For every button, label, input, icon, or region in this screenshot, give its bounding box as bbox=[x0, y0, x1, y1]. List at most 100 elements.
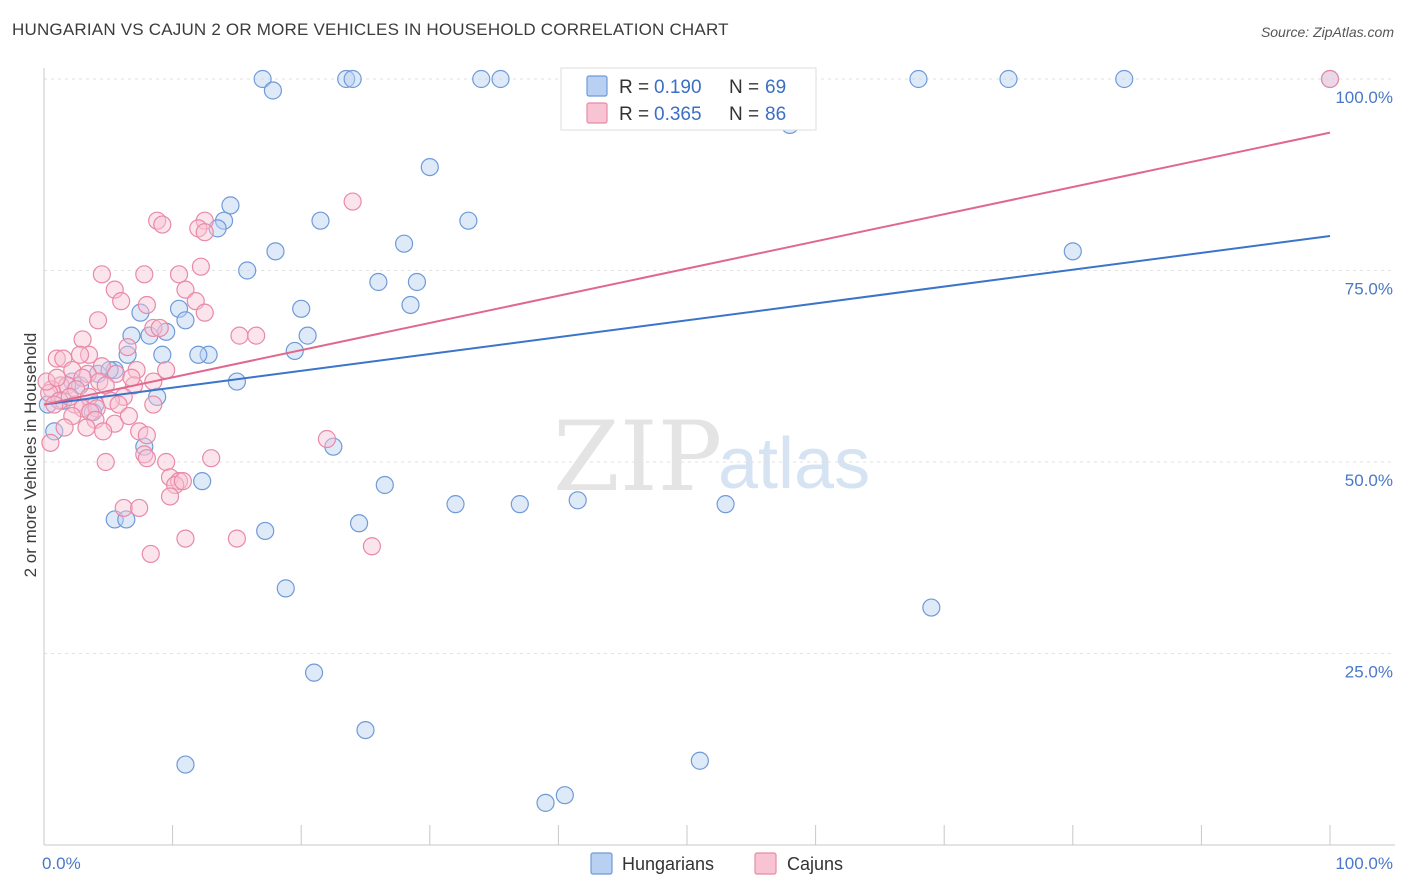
point-hungarians-58 bbox=[349, 514, 369, 533]
legend-swatch-cajuns bbox=[586, 102, 608, 124]
point-cajuns-21 bbox=[247, 326, 266, 345]
bottom-legend: Hungarians Cajuns bbox=[590, 852, 843, 875]
point-hungarians-67 bbox=[555, 786, 574, 805]
point-cajuns-25 bbox=[70, 345, 90, 364]
point-hungarians-57 bbox=[117, 510, 136, 529]
point-hungarians-62 bbox=[304, 663, 324, 682]
point-cajuns-67 bbox=[96, 452, 115, 472]
point-cajuns-28 bbox=[92, 357, 111, 376]
point-hungarians-12 bbox=[221, 196, 240, 215]
point-cajuns-53 bbox=[144, 395, 163, 414]
point-hungarians-61 bbox=[922, 598, 941, 617]
point-hungarians-51 bbox=[375, 475, 394, 495]
point-hungarians-8 bbox=[1115, 69, 1134, 89]
point-cajuns-22 bbox=[73, 330, 92, 349]
point-cajuns-81 bbox=[37, 372, 56, 391]
point-cajuns-15 bbox=[137, 295, 156, 315]
legend-r-label-hungarians: R = bbox=[619, 77, 649, 98]
point-hungarians-53 bbox=[510, 495, 529, 514]
point-cajuns-52 bbox=[109, 395, 128, 414]
trend-line-cajuns bbox=[43, 131, 1331, 406]
trend-line-hungarians bbox=[43, 235, 1331, 406]
point-hungarians-17 bbox=[394, 234, 414, 253]
point-cajuns-7 bbox=[191, 257, 210, 276]
point-hungarians-66 bbox=[536, 793, 555, 812]
point-hungarians-27 bbox=[176, 311, 195, 330]
point-cajuns-63 bbox=[317, 429, 337, 449]
axes bbox=[43, 68, 1395, 846]
y-axis-label: 2 or more Vehicles in Household bbox=[21, 333, 40, 578]
point-cajuns-83 bbox=[119, 406, 138, 426]
legend-n-value-cajuns: 86 bbox=[765, 104, 786, 125]
y-tick-label-2: 75.0% bbox=[1345, 280, 1393, 299]
point-hungarians-5 bbox=[491, 69, 510, 89]
point-cajuns-0 bbox=[1320, 69, 1340, 89]
x-tick-labels: 0.0% 100.0% bbox=[42, 854, 1393, 873]
point-cajuns-11 bbox=[105, 280, 124, 299]
chart-title: HUNGARIAN VS CAJUN 2 OR MORE VEHICLES IN… bbox=[12, 20, 729, 39]
point-cajuns-32 bbox=[106, 364, 126, 384]
legend-n-value-hungarians: 69 bbox=[765, 77, 786, 98]
point-cajuns-12 bbox=[176, 280, 195, 299]
point-hungarians-24 bbox=[292, 299, 311, 318]
point-cajuns-79 bbox=[362, 537, 382, 556]
point-hungarians-2 bbox=[337, 69, 356, 89]
point-hungarians-65 bbox=[690, 751, 709, 770]
point-hungarians-54 bbox=[568, 491, 587, 510]
point-hungarians-31 bbox=[298, 326, 317, 345]
point-hungarians-47 bbox=[45, 422, 64, 441]
point-hungarians-36 bbox=[189, 345, 208, 364]
legend-n-label-hungarians: N = bbox=[729, 77, 759, 98]
point-cajuns-60 bbox=[94, 422, 113, 441]
point-hungarians-64 bbox=[176, 755, 195, 774]
x-tick-label-1: 100.0% bbox=[1335, 854, 1393, 873]
point-hungarians-55 bbox=[716, 495, 735, 514]
point-cajuns-20 bbox=[230, 326, 249, 345]
point-cajuns-38 bbox=[58, 376, 77, 395]
watermark-zip: ZIP bbox=[553, 401, 722, 513]
point-cajuns-4 bbox=[153, 215, 172, 234]
point-cajuns-66 bbox=[137, 449, 156, 468]
y-tick-label-0: 25.0% bbox=[1345, 663, 1393, 682]
point-hungarians-6 bbox=[909, 69, 928, 89]
point-hungarians-25 bbox=[401, 295, 420, 315]
point-cajuns-16 bbox=[195, 303, 214, 322]
bottom-legend-swatch-hungarians bbox=[590, 852, 613, 875]
point-hungarians-60 bbox=[276, 579, 295, 598]
point-hungarians-59 bbox=[256, 521, 275, 541]
point-hungarians-35 bbox=[199, 345, 218, 364]
point-hungarians-11 bbox=[420, 157, 439, 177]
y-tick-label-3: 100.0% bbox=[1335, 88, 1393, 107]
y-tick-label-1: 50.0% bbox=[1345, 471, 1393, 490]
legend-r-label-cajuns: R = bbox=[619, 104, 649, 125]
legend-r-value-cajuns: 0.365 bbox=[654, 104, 702, 125]
point-hungarians-0 bbox=[253, 69, 272, 89]
legend-r-value-hungarians: 0.190 bbox=[654, 77, 702, 98]
point-cajuns-64 bbox=[41, 433, 60, 452]
bottom-legend-label-cajuns: Cajuns bbox=[787, 854, 843, 874]
bottom-legend-swatch-cajuns bbox=[754, 852, 777, 875]
source-label: Source: ZipAtlas.com bbox=[1260, 24, 1394, 40]
point-hungarians-33 bbox=[118, 345, 137, 364]
y-tick-labels: 25.0% 50.0% 75.0% 100.0% bbox=[1335, 88, 1393, 682]
point-cajuns-8 bbox=[92, 265, 111, 284]
point-cajuns-75 bbox=[114, 498, 133, 518]
point-hungarians-34 bbox=[153, 345, 172, 364]
point-cajuns-10 bbox=[169, 265, 189, 284]
point-hungarians-16 bbox=[459, 211, 478, 230]
bottom-legend-label-hungarians: Hungarians bbox=[622, 854, 714, 874]
point-cajuns-76 bbox=[130, 498, 149, 518]
point-hungarians-20 bbox=[238, 261, 257, 280]
point-cajuns-9 bbox=[135, 265, 154, 284]
point-hungarians-19 bbox=[1063, 242, 1082, 261]
point-cajuns-80 bbox=[141, 544, 160, 564]
point-cajuns-18 bbox=[144, 318, 163, 338]
point-cajuns-77 bbox=[176, 529, 195, 548]
point-hungarians-23 bbox=[169, 299, 189, 318]
point-cajuns-23 bbox=[118, 338, 137, 357]
data-points bbox=[37, 69, 1340, 812]
point-hungarians-15 bbox=[311, 211, 330, 230]
point-cajuns-62 bbox=[137, 426, 156, 445]
point-cajuns-73 bbox=[173, 472, 192, 491]
